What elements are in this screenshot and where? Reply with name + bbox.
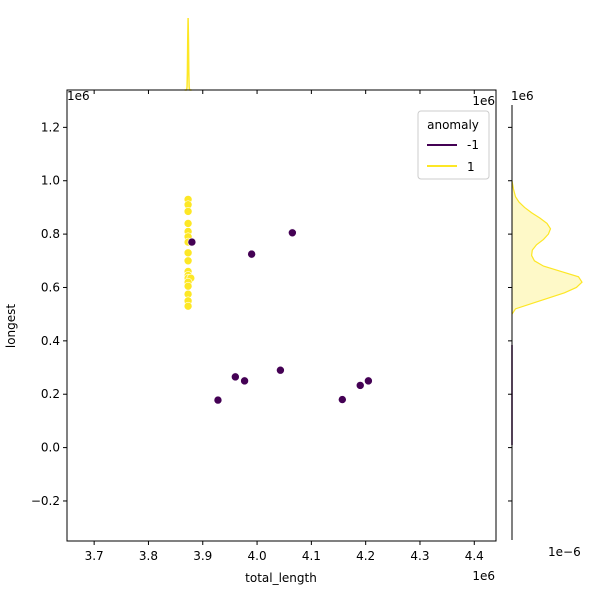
- right-marginal-ticks: [508, 126, 512, 502]
- top-marginal: [67, 17, 496, 94]
- top-x-offset-text: 1e6: [472, 94, 495, 108]
- y-tick-label: −0.2: [31, 494, 60, 508]
- x-tick-label: 4.2: [356, 549, 375, 563]
- x-tick-label: 3.9: [193, 549, 212, 563]
- right-marginal-density-offset: 1e−6: [548, 545, 581, 559]
- main-axes: 3.7 3.8 3.9 4.0 4.1 4.2 4.3 4.4 −0.2 0.0 0.2 0.4 0.…: [4, 89, 497, 585]
- right-marginal-offset-text: 1e6: [511, 89, 534, 103]
- y-offset-text: 1e6: [67, 89, 90, 103]
- x-tick-label: 3.8: [139, 549, 158, 563]
- legend-label-1: 1: [467, 160, 475, 174]
- y-tick-label: 0.8: [41, 227, 60, 241]
- point-anomaly-1: [183, 256, 193, 266]
- legend: anomaly -1 1: [417, 110, 490, 180]
- point-anomaly-minus1: [364, 376, 373, 386]
- y-tick-label: 1.0: [41, 174, 60, 188]
- point-anomaly-1: [183, 207, 193, 216]
- x-tick-label: 4.1: [302, 549, 321, 563]
- y-tick-label: 0.2: [41, 387, 60, 401]
- point-anomaly-minus1: [338, 395, 347, 404]
- y-tick-label: 0.0: [41, 441, 60, 455]
- plot-frame: [66, 89, 497, 542]
- point-anomaly-1: [183, 248, 193, 258]
- right-marginal-density-curve: [511, 180, 583, 315]
- y-tick-label: 0.4: [41, 334, 60, 348]
- x-tick-label: 4.4: [465, 549, 484, 563]
- y-axis-ticks: −0.2 0.0 0.2 0.4 0.6 0.8 1.0 1.2: [31, 120, 67, 508]
- legend-label-minus1: -1: [467, 138, 479, 152]
- point-anomaly-1: [183, 219, 193, 228]
- point-anomaly-1: [183, 281, 193, 291]
- scatter-points: [183, 195, 373, 405]
- x-tick-label: 4.0: [248, 549, 267, 563]
- point-anomaly-minus1: [276, 365, 285, 375]
- x-offset-text: 1e6: [472, 569, 495, 583]
- point-anomaly-1: [183, 301, 193, 311]
- x-tick-label: 3.7: [85, 549, 104, 563]
- x-axis-ticks: 3.7 3.8 3.9 4.0 4.1 4.2 4.3 4.4: [85, 541, 484, 563]
- point-anomaly-minus1: [247, 249, 256, 259]
- legend-title: anomaly: [427, 118, 479, 132]
- point-anomaly-minus1: [231, 372, 240, 382]
- y-tick-label: 0.6: [41, 280, 60, 294]
- top-marginal-ticks: [93, 90, 475, 94]
- point-anomaly-minus1: [355, 381, 365, 390]
- x-tick-label: 4.3: [410, 549, 429, 563]
- point-anomaly-minus1: [187, 237, 197, 247]
- x-axis-label: total_length: [245, 571, 317, 585]
- point-anomaly-minus1: [288, 228, 297, 238]
- right-marginal: 1e6 1e−6: [508, 89, 583, 559]
- point-anomaly-minus1: [240, 376, 249, 386]
- y-axis-label: longest: [4, 304, 18, 349]
- y-tick-label: 1.2: [41, 120, 60, 134]
- point-anomaly-minus1: [213, 395, 223, 405]
- right-marginal-density-fill: [512, 180, 582, 315]
- top-marginal-density-curve: [184, 17, 192, 91]
